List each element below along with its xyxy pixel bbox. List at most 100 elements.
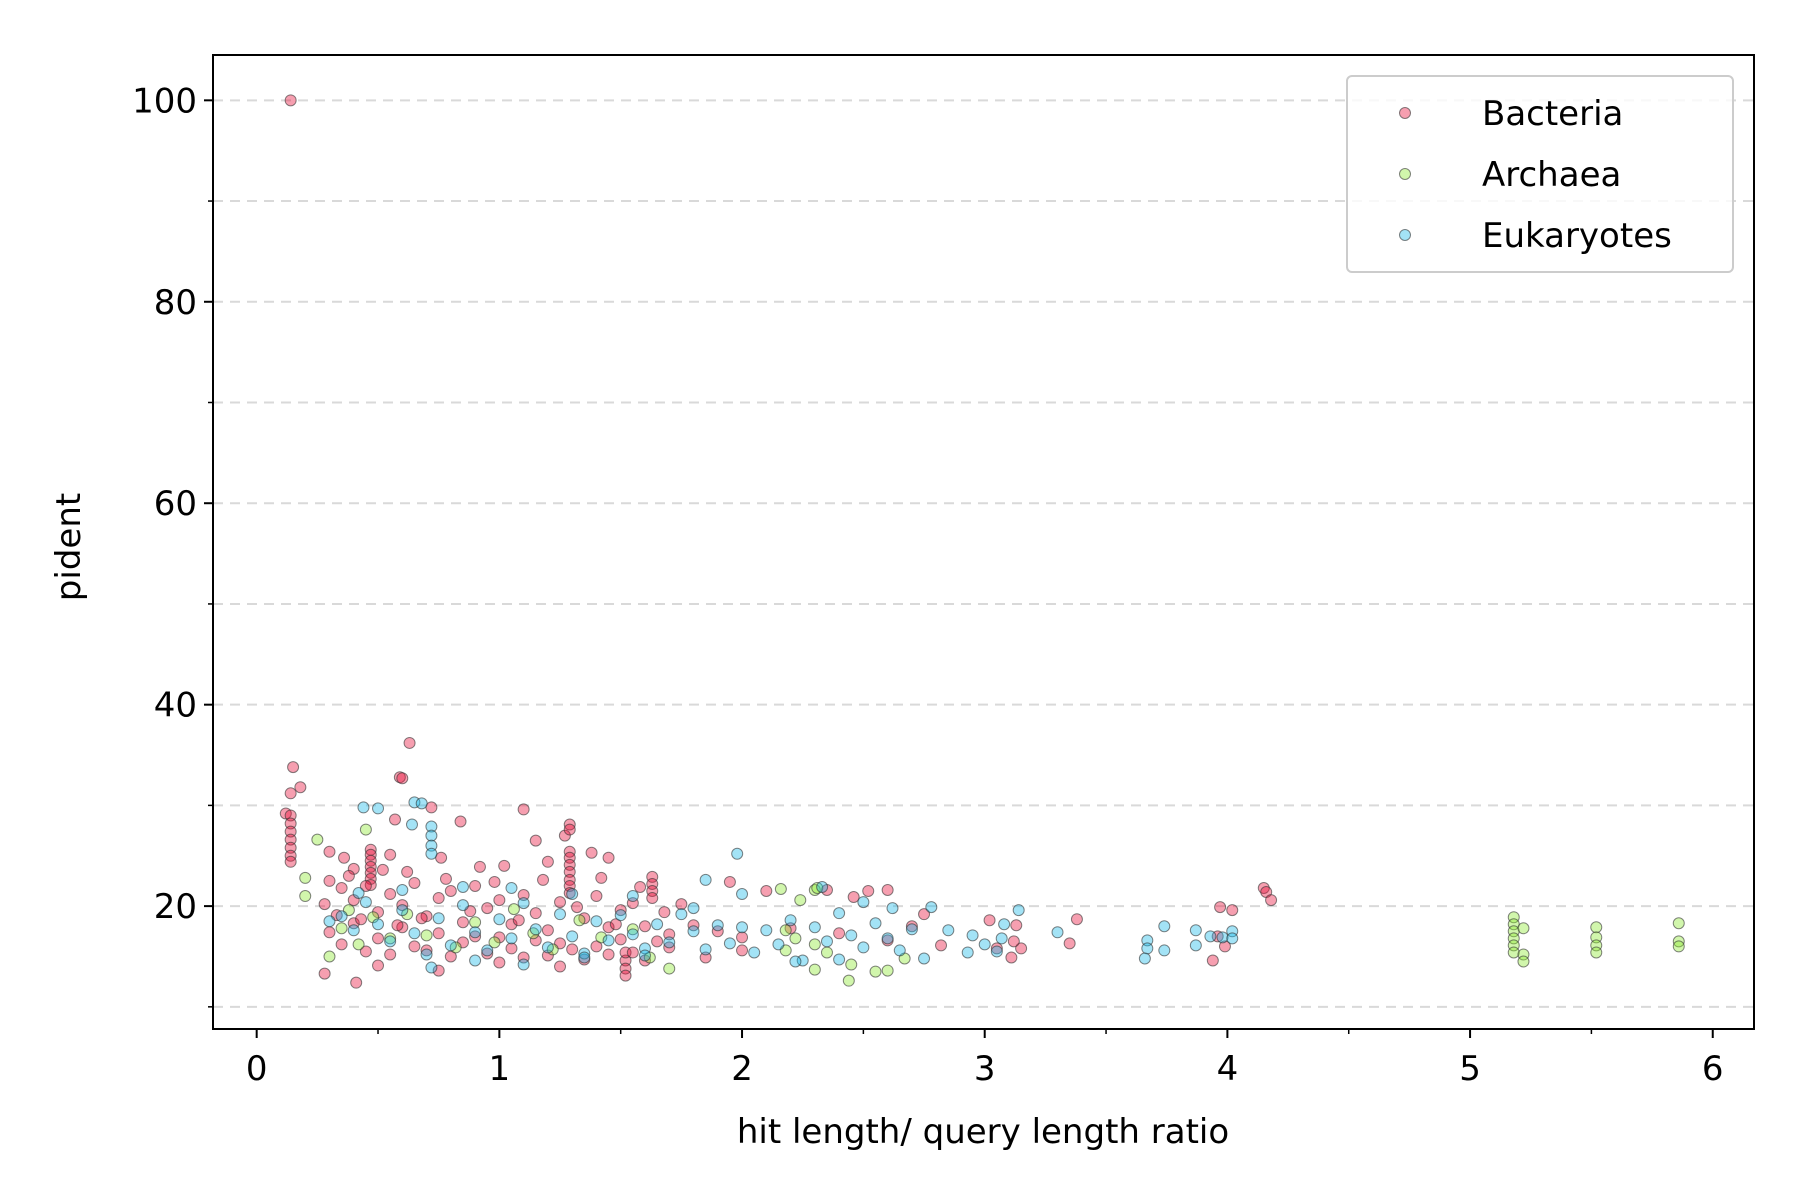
data-point — [595, 931, 608, 944]
data-point — [566, 930, 579, 943]
data-point — [372, 959, 385, 972]
data-point — [517, 897, 530, 910]
legend-label: Archaea — [1482, 155, 1621, 195]
data-point — [998, 918, 1011, 931]
x-tick-label: 3 — [974, 1049, 996, 1089]
data-point — [983, 914, 996, 927]
data-point — [772, 938, 785, 951]
data-point — [284, 787, 297, 800]
data-point — [638, 920, 651, 933]
data-point — [675, 908, 688, 921]
data-point — [614, 933, 627, 946]
data-point — [469, 926, 482, 939]
data-point — [425, 847, 438, 860]
series-archaea — [299, 823, 1685, 987]
legend-box — [1346, 75, 1734, 273]
data-point — [820, 946, 833, 959]
data-point — [284, 94, 297, 107]
data-point — [918, 908, 931, 921]
data-point — [881, 932, 894, 945]
data-point — [498, 859, 511, 872]
data-point — [389, 813, 402, 826]
data-point — [833, 953, 846, 966]
data-point — [675, 898, 688, 911]
data-point — [1517, 955, 1530, 968]
data-point — [1204, 930, 1217, 943]
data-point — [573, 914, 586, 927]
data-point — [808, 938, 821, 951]
data-point — [833, 907, 846, 920]
data-point — [396, 904, 409, 917]
data-point — [869, 965, 882, 978]
data-point — [626, 890, 639, 903]
data-point — [736, 888, 749, 901]
data-point — [338, 851, 351, 864]
plot-frame — [212, 54, 1755, 1030]
legend-label: Eukaryotes — [1482, 216, 1672, 256]
data-point — [493, 913, 506, 926]
data-point — [774, 882, 787, 895]
data-point — [432, 912, 445, 925]
x-tick-label: 2 — [731, 1049, 753, 1089]
data-point — [663, 936, 676, 949]
data-point — [454, 815, 467, 828]
data-point — [352, 938, 365, 951]
data-point — [736, 921, 749, 934]
data-point — [881, 964, 894, 977]
data-point — [857, 941, 870, 954]
data-point — [493, 894, 506, 907]
data-point — [935, 939, 948, 952]
data-point — [335, 922, 348, 935]
data-point — [687, 925, 700, 938]
data-point — [318, 898, 331, 911]
data-point — [384, 948, 397, 961]
data-point — [432, 927, 445, 940]
data-point — [323, 950, 336, 963]
data-point — [391, 919, 404, 932]
data-point — [384, 935, 397, 948]
data-point — [842, 974, 855, 987]
data-point — [444, 939, 457, 952]
data-point — [1158, 920, 1171, 933]
data-point — [881, 884, 894, 897]
data-point — [408, 927, 421, 940]
data-point — [808, 921, 821, 934]
data-point — [789, 955, 802, 968]
x-tick-label: 6 — [1702, 1049, 1724, 1089]
data-point — [481, 902, 494, 915]
data-point — [663, 962, 676, 975]
data-point — [602, 948, 615, 961]
data-point — [359, 823, 372, 836]
data-point — [554, 908, 567, 921]
data-point — [723, 937, 736, 950]
data-point — [517, 958, 530, 971]
data-point — [420, 948, 433, 961]
legend: Bacteria Archaea Eukaryotes — [1346, 75, 1734, 273]
data-point — [299, 871, 312, 884]
data-point — [1051, 926, 1064, 939]
data-point — [335, 910, 348, 923]
data-point — [626, 928, 639, 941]
data-point — [1141, 942, 1154, 955]
data-point — [284, 849, 297, 862]
data-point — [425, 820, 438, 833]
data-point — [403, 736, 416, 749]
data-point — [609, 918, 622, 931]
y-tick-label: 40 — [154, 686, 197, 726]
data-point — [364, 848, 377, 861]
data-point — [372, 932, 385, 945]
data-point — [415, 797, 428, 810]
data-point — [886, 902, 899, 915]
data-point — [978, 938, 991, 951]
data-point — [748, 946, 761, 959]
data-point — [1216, 931, 1229, 944]
data-point — [905, 920, 918, 933]
data-point — [335, 881, 348, 894]
data-point — [420, 944, 433, 957]
data-point — [456, 880, 469, 893]
data-point — [578, 947, 591, 960]
data-point — [794, 894, 807, 907]
data-point — [869, 917, 882, 930]
data-point — [384, 888, 397, 901]
